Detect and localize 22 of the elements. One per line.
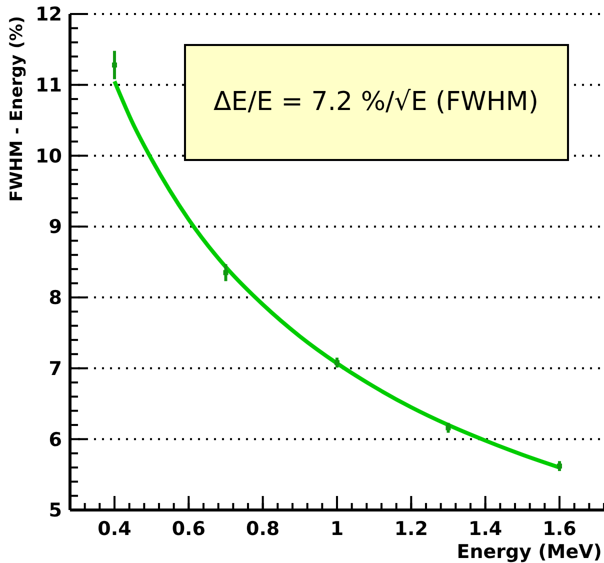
point bbox=[223, 270, 228, 276]
x-tick-label: 0.6 bbox=[172, 518, 206, 540]
y-tick-label: 7 bbox=[48, 358, 62, 380]
x-tick-label: 1.4 bbox=[468, 518, 502, 540]
y-tick-label: 6 bbox=[48, 428, 62, 451]
y-tick-label: 10 bbox=[36, 145, 62, 168]
point bbox=[446, 425, 451, 430]
y-tick-label: 11 bbox=[36, 74, 62, 97]
annotation: ΔE/E = 7.2 %/√E (FWHM) bbox=[214, 87, 538, 117]
x-tick-label: 1.6 bbox=[542, 518, 576, 540]
y-axis-title: FWHM - Energy (%) bbox=[7, 16, 27, 202]
x-axis-title: Energy (MeV) bbox=[456, 541, 602, 563]
x-tick-label: 1.2 bbox=[394, 518, 428, 540]
x-tick-label: 0.4 bbox=[98, 518, 132, 540]
point bbox=[334, 360, 340, 366]
y-tick-label: 9 bbox=[48, 216, 62, 238]
y-tick-label: 5 bbox=[48, 500, 62, 522]
point bbox=[557, 464, 562, 469]
x-tick-label: 0.8 bbox=[246, 518, 280, 540]
y-tick-label: 12 bbox=[36, 4, 62, 26]
x-tick-label: 1 bbox=[330, 518, 344, 540]
y-tick-label: 8 bbox=[48, 287, 62, 310]
